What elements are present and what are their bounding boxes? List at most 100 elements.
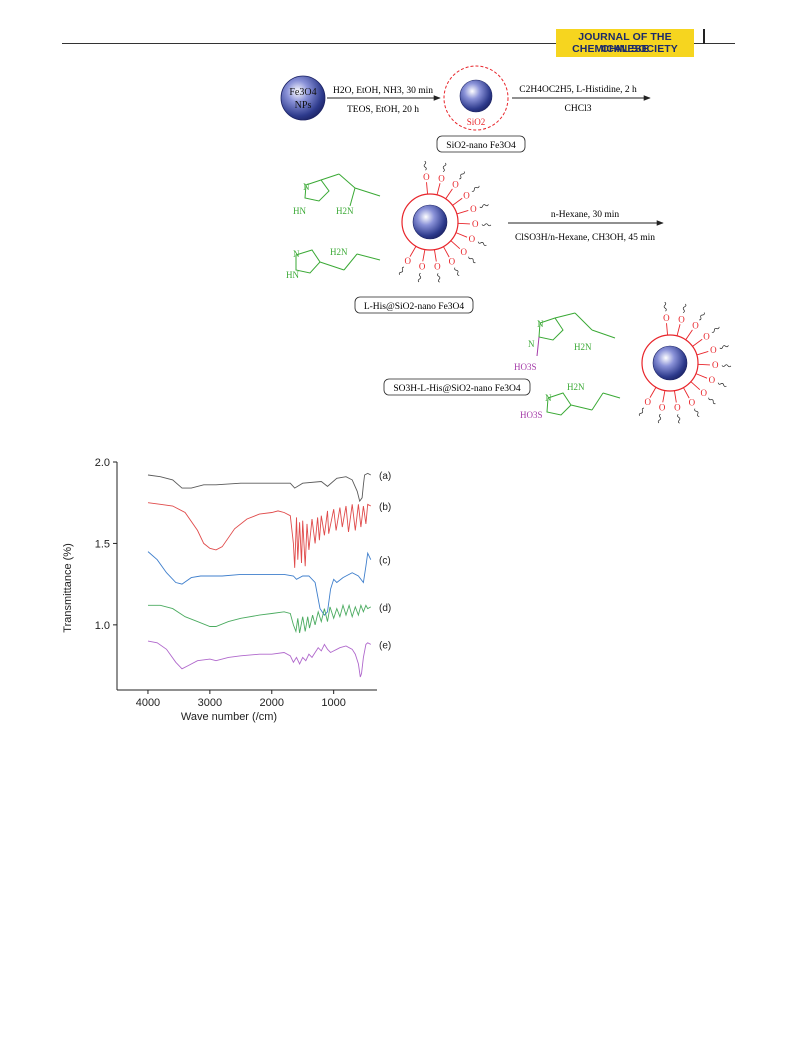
- silanol-bond: [426, 182, 429, 195]
- his2-atom-hn: HN: [286, 270, 299, 280]
- silanol-bond: [692, 338, 703, 347]
- his2-atom-n: N: [293, 249, 300, 259]
- his4-group-ho3s: HO3S: [520, 410, 543, 420]
- oxygen-atom-label: O: [405, 256, 412, 266]
- silanol-bond: [409, 246, 417, 257]
- step2-top-conditions: C2H4OC2H5, L-Histidine, 2 h: [519, 85, 637, 95]
- silanol-bond: [662, 390, 666, 403]
- oxygen-atom-label: O: [434, 261, 441, 271]
- silanol-bond: [433, 249, 437, 262]
- wavy-chain: [477, 241, 487, 246]
- oxygen-atom-label: O: [710, 345, 717, 355]
- sio2-nano-fe3o4-label: SiO2-nano Fe3O4: [446, 141, 516, 151]
- oxygen-atom-label: O: [678, 314, 685, 324]
- oxygen-atom-label: O: [659, 402, 666, 412]
- spectrum-line-c: [147, 551, 372, 616]
- step3-top-conditions: n-Hexane, 30 min: [551, 210, 620, 220]
- silanol-bond: [696, 350, 709, 356]
- l-his-sio2-box: [354, 296, 474, 314]
- y-axis-label: Transmittance (%): [62, 543, 74, 632]
- his1-atom-h2n: H2N: [336, 206, 354, 216]
- silanol-bond: [452, 197, 463, 206]
- silanol-bond: [676, 324, 681, 337]
- oxygen-atom-label: O: [463, 190, 470, 200]
- x-tick-label: 1000: [321, 697, 345, 709]
- wavy-chain: [657, 413, 662, 424]
- sio2-coated-particle: SiO2: [443, 65, 509, 131]
- oxygen-atom-label: O: [423, 172, 430, 182]
- his4-atom-n: N: [545, 393, 552, 403]
- oxygen-atom-label: O: [449, 256, 456, 266]
- wavy-chain: [699, 312, 705, 321]
- his4-atom-h2n: H2N: [567, 382, 585, 392]
- so3h-l-his-label: SO3H-L-His@SiO2-nano Fe3O4: [393, 384, 520, 394]
- wavy-chain: [721, 364, 732, 368]
- so3h-l-his-box: [383, 378, 531, 396]
- silanol-bond: [436, 183, 441, 196]
- oxygen-atom-label: O: [461, 247, 468, 257]
- his1-atom-hn: HN: [293, 206, 306, 216]
- x-tick-label: 3000: [198, 697, 222, 709]
- wavy-chain: [481, 223, 492, 227]
- oxygen-atom-label: O: [663, 313, 670, 323]
- oxygen-atom-label: O: [645, 397, 652, 407]
- his3-group-ho3s: HO3S: [514, 362, 537, 372]
- sio2-shell-label: SiO2: [467, 117, 486, 127]
- x-axis-label: Wave number (/cm): [181, 711, 277, 723]
- ftir-chart: 2.0 1.5 1.0 4000 3000 2000 1000 Wave number (/c…: [62, 457, 391, 723]
- his3-atom-n: N: [537, 319, 544, 329]
- wavy-chain: [677, 414, 681, 424]
- journal-banner: JOURNAL OF THE CHINESE CHEMICAL SOCIETY: [556, 29, 694, 57]
- silanol-bond: [666, 323, 669, 336]
- silanol-bond: [456, 209, 469, 215]
- silanol-bond: [457, 222, 470, 225]
- his2-atom-h2n: H2N: [330, 247, 348, 257]
- silanol-bond: [455, 232, 468, 238]
- fe3o4-label: Fe3O4: [289, 87, 316, 98]
- oxygen-atom-label: O: [438, 173, 445, 183]
- oxygen-atom-label: O: [452, 180, 459, 190]
- wavy-chain: [708, 397, 716, 405]
- x-tick-label: 2000: [260, 697, 284, 709]
- oxygen-atom-label: O: [689, 397, 696, 407]
- silanol-bond: [445, 188, 453, 200]
- spectrum-line-d: [148, 603, 372, 634]
- wavy-chain: [694, 408, 700, 417]
- his3-atom-h2n: H2N: [574, 342, 592, 352]
- oxygen-atom-label: O: [709, 375, 716, 385]
- oxygen-atom-label: O: [419, 261, 426, 271]
- silanol-bond: [422, 249, 426, 262]
- wavy-chain: [719, 345, 729, 349]
- series-label-a: (a): [379, 471, 391, 482]
- his1-atom-n: N: [303, 182, 310, 192]
- x-tick-label: 4000: [136, 697, 160, 709]
- wavy-chain: [417, 272, 422, 283]
- wavy-chain: [398, 266, 405, 275]
- oxygen-atom-label: O: [712, 360, 719, 370]
- wavy-chain: [442, 162, 447, 172]
- silanol-bond: [697, 363, 710, 366]
- oxygen-atom-label: O: [472, 219, 479, 229]
- step1-bottom-conditions: TEOS, EtOH, 20 h: [347, 105, 419, 115]
- fe3o4-nanoparticle: Fe3O4 NPs: [280, 75, 326, 121]
- wavy-chain: [638, 407, 645, 416]
- silanol-bond: [649, 387, 657, 398]
- oxygen-atom-label: O: [469, 234, 476, 244]
- journal-name-line1: JOURNAL OF THE CHINESE: [578, 31, 672, 55]
- spectrum-line-b: [147, 502, 372, 568]
- wavy-chain: [663, 301, 667, 312]
- step1-top-conditions: H2O, EtOH, NH3, 30 min: [333, 86, 433, 96]
- step3-bottom-conditions: ClSO3H/n-Hexane, CH3OH, 45 min: [515, 233, 655, 243]
- oxygen-atom-label: O: [470, 204, 477, 214]
- wavy-chain: [471, 185, 480, 192]
- wavy-chain: [682, 303, 687, 313]
- wavy-chain: [437, 273, 441, 283]
- silanol-bond: [673, 390, 677, 403]
- reaction-scheme: Fe3O4 NPs H2O, EtOH, NH3, 30 min TEOS, E…: [280, 65, 732, 424]
- oxygen-atom-label: O: [703, 331, 710, 341]
- wavy-chain: [479, 204, 489, 208]
- oxygen-atom-label: O: [674, 402, 681, 412]
- oxygen-atom-label: O: [692, 321, 699, 331]
- silanol-bond: [683, 387, 690, 399]
